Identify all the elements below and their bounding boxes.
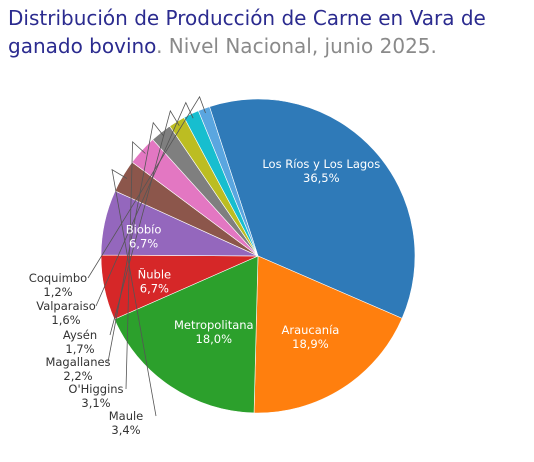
slice-value: 2,2%	[63, 369, 92, 383]
slice-label-maule: Maule 3,4%	[109, 409, 144, 437]
slice-value: 6,7%	[129, 237, 158, 251]
chart-title-text: Distribución de Producción de Carne en V…	[8, 6, 486, 58]
chart-subtitle: . Nivel Nacional, junio 2025.	[156, 34, 437, 58]
slice-name: Metropolitana	[174, 318, 254, 332]
slice-label-valparaiso: Valparaiso 1,6%	[36, 299, 96, 327]
slice-value: 18,0%	[196, 332, 233, 346]
slice-name: Maule	[109, 409, 144, 423]
leader-maule	[111, 168, 157, 417]
slice-value: 3,4%	[111, 423, 140, 437]
slice-araucania	[253, 255, 403, 414]
leader-valparaiso	[95, 101, 194, 307]
slice-labels: Los Ríos y Los Lagos 36,5% Araucanía 18,9% M…	[29, 157, 380, 437]
slice-metropolitana	[113, 255, 259, 414]
slice-name: Araucanía	[281, 323, 339, 337]
slice-value: 1,6%	[51, 313, 80, 327]
slice-label-nuble: Ñuble 6,7%	[138, 266, 171, 295]
slice-label-o-higgins: O'Higgins 3,1%	[68, 382, 123, 410]
slice-label-metropolitana: Metropolitana 18,0%	[174, 318, 254, 346]
slice-name: Coquimbo	[29, 271, 87, 285]
leader-lines	[87, 95, 206, 417]
chart-title: Distribución de Producción de Carne en V…	[8, 4, 528, 60]
slice-name: Ñuble	[138, 266, 171, 281]
slice-label-los-rios-y-los-lagos: Los Ríos y Los Lagos 36,5%	[262, 157, 380, 185]
leader-magallanes	[107, 121, 165, 363]
slice-value: 36,5%	[303, 171, 340, 185]
slice-los-rios-y-los-lagos	[209, 98, 416, 319]
slice-name: Aysén	[63, 328, 97, 342]
slice-value: 3,1%	[81, 396, 110, 410]
slice-name: O'Higgins	[68, 382, 123, 396]
slice-name: Valparaiso	[36, 299, 96, 313]
slice-label-coquimbo: Coquimbo 1,2%	[29, 271, 87, 299]
slice-value: 1,2%	[43, 285, 72, 299]
slice-label-biobio: Biobío 6,7%	[126, 223, 162, 251]
slice-name: Magallanes	[45, 355, 110, 369]
slice-label-magallanes: Magallanes 2,2%	[45, 355, 110, 383]
slice-label-aysen: Aysén 1,7%	[63, 328, 97, 356]
slice-name: Biobío	[126, 223, 162, 237]
leader-coquimbo	[87, 95, 206, 279]
pie-slices	[100, 98, 416, 414]
leader-o-higgins	[125, 141, 146, 390]
slice-value: 18,9%	[292, 337, 329, 351]
slice-value: 6,7%	[140, 281, 169, 295]
leader-aysen	[109, 109, 180, 336]
slice-value: 1,7%	[65, 342, 94, 356]
slice-label-araucania: Araucanía 18,9%	[281, 323, 339, 351]
slice-name: Los Ríos y Los Lagos	[262, 157, 380, 171]
